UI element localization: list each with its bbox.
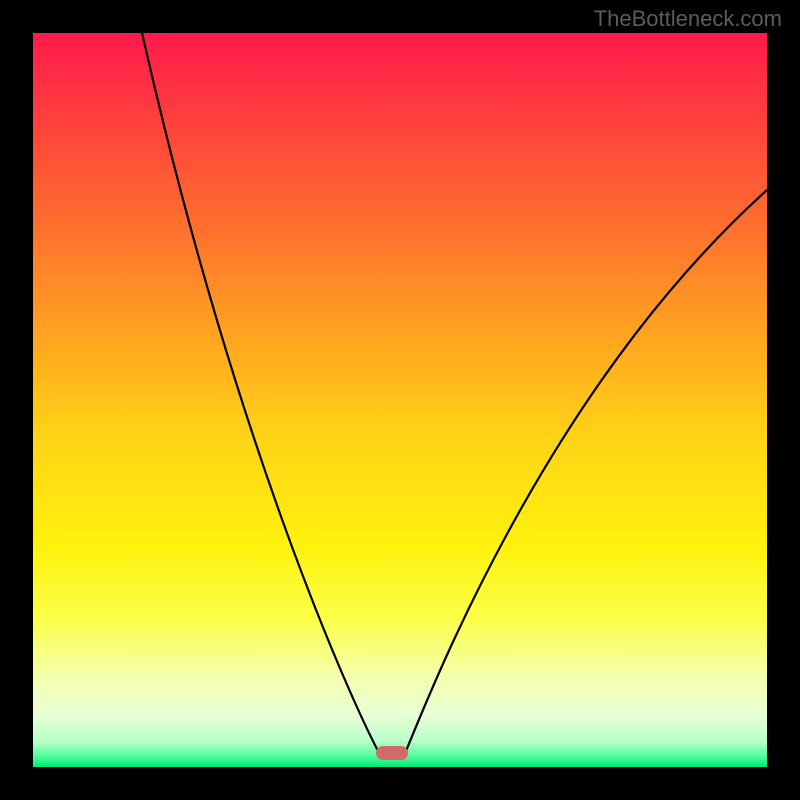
watermark-text: TheBottleneck.com xyxy=(594,6,782,32)
optimal-marker xyxy=(376,746,408,760)
bottleneck-curve xyxy=(33,33,767,767)
curve-right-branch xyxy=(406,190,767,751)
chart-plot-area xyxy=(33,33,767,767)
curve-left-branch xyxy=(142,33,378,751)
